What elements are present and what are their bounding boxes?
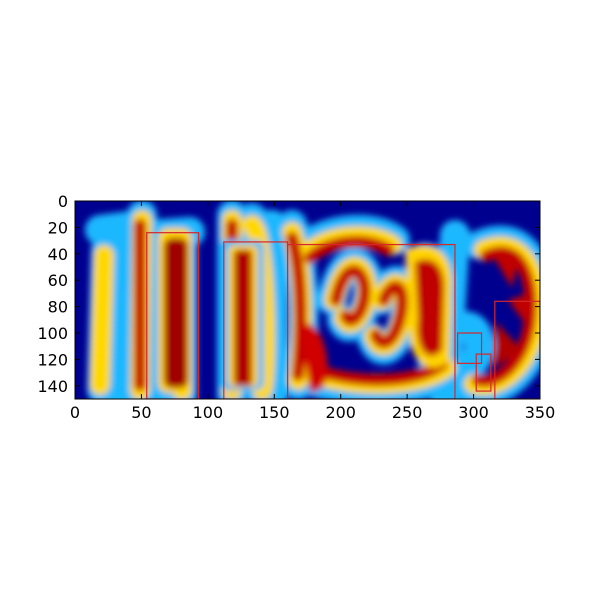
bounding-box <box>146 232 200 399</box>
x-tick-label: 350 <box>525 403 556 422</box>
x-tick-label: 250 <box>392 403 423 422</box>
bounding-box <box>457 332 483 364</box>
x-tick-label: 50 <box>131 403 151 422</box>
x-tick-label: 300 <box>458 403 489 422</box>
heatmap-blocks <box>158 228 534 393</box>
plot-frame <box>74 200 541 400</box>
x-tick-label: 100 <box>193 403 224 422</box>
x-tick-label: 200 <box>325 403 356 422</box>
y-tick-label: 140 <box>37 377 68 396</box>
bounding-boxes <box>146 232 540 399</box>
axis-ticks: 0 50 100 150 200 250 300 350 0 20 40 60 80 100 120 140 <box>37 192 555 422</box>
y-tick-label: 20 <box>48 218 68 237</box>
bounding-box <box>286 243 456 399</box>
y-tick-label: 120 <box>37 350 68 369</box>
y-tick-label: 80 <box>48 298 68 317</box>
bounding-box <box>494 300 540 399</box>
x-tick-label: 150 <box>259 403 290 422</box>
y-tick-label: 40 <box>48 245 68 264</box>
heatmap-image <box>75 201 540 399</box>
y-tick-label: 60 <box>48 271 68 290</box>
x-tick-label: 0 <box>70 403 80 422</box>
y-tick-label: 100 <box>37 324 68 343</box>
bounding-box <box>475 353 492 392</box>
y-tick-label: 0 <box>58 192 68 211</box>
